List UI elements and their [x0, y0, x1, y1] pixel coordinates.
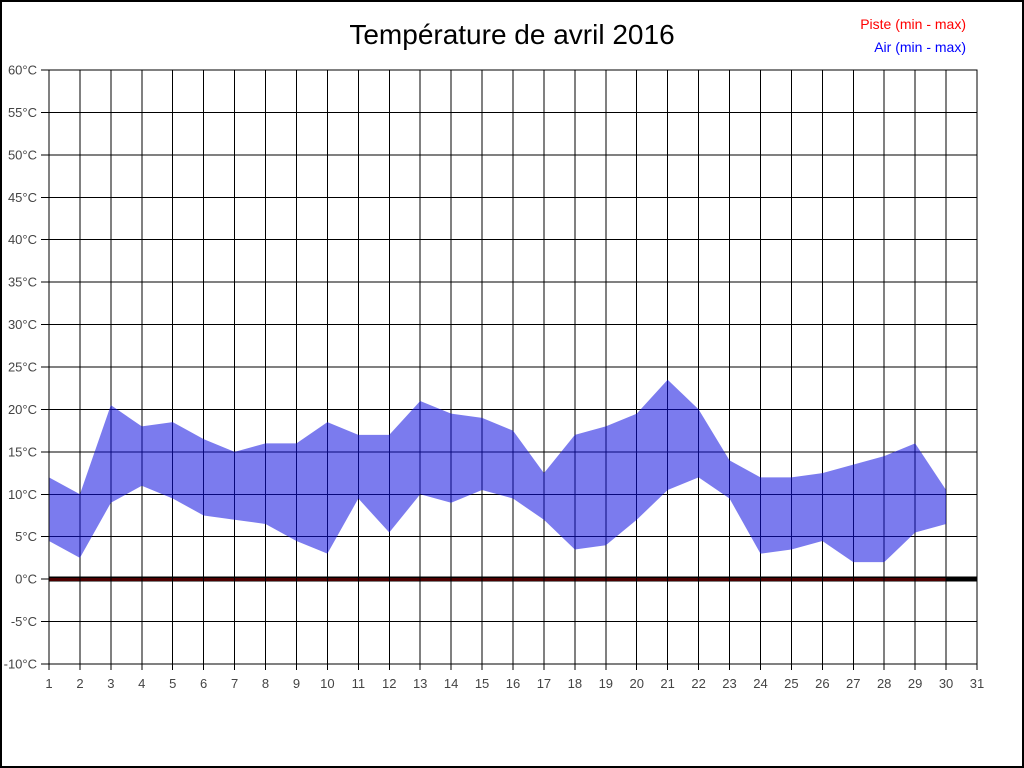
- x-tick-label: 6: [200, 676, 207, 691]
- x-tick-label: 25: [784, 676, 798, 691]
- x-tick-label: 7: [231, 676, 238, 691]
- x-tick-label: 28: [877, 676, 891, 691]
- y-tick-label: 55°C: [8, 105, 37, 120]
- y-tick-label: 35°C: [8, 275, 37, 290]
- x-tick-label: 23: [722, 676, 736, 691]
- x-tick-label: 10: [320, 676, 334, 691]
- y-tick-label: 50°C: [8, 147, 37, 162]
- legend-item-air: Air (min - max): [874, 39, 966, 55]
- y-tick-label: 15°C: [8, 444, 37, 459]
- x-tick-label: 18: [568, 676, 582, 691]
- y-tick-label: 25°C: [8, 360, 37, 375]
- x-tick-label: 9: [293, 676, 300, 691]
- x-tick-label: 3: [107, 676, 114, 691]
- x-tick-label: 26: [815, 676, 829, 691]
- x-tick-label: 15: [475, 676, 489, 691]
- x-tick-label: 29: [908, 676, 922, 691]
- x-tick-label: 22: [691, 676, 705, 691]
- legend-item-piste: Piste (min - max): [860, 16, 966, 32]
- y-tick-label: 45°C: [8, 190, 37, 205]
- y-tick-label: 0°C: [15, 572, 37, 587]
- y-tick-label: 60°C: [8, 63, 37, 78]
- x-tick-label: 1: [45, 676, 52, 691]
- y-tick-label: -5°C: [11, 614, 37, 629]
- y-tick-label: 30°C: [8, 317, 37, 332]
- x-tick-label: 20: [629, 676, 643, 691]
- x-tick-label: 30: [939, 676, 953, 691]
- x-tick-label: 4: [138, 676, 145, 691]
- y-tick-label: -10°C: [4, 657, 37, 672]
- x-tick-label: 2: [76, 676, 83, 691]
- x-tick-label: 16: [506, 676, 520, 691]
- x-tick-label: 21: [660, 676, 674, 691]
- x-tick-label: 17: [537, 676, 551, 691]
- x-tick-label: 5: [169, 676, 176, 691]
- x-tick-label: 19: [599, 676, 613, 691]
- x-tick-label: 14: [444, 676, 458, 691]
- chart-legend: Piste (min - max) Air (min - max): [860, 13, 966, 59]
- x-tick-label: 27: [846, 676, 860, 691]
- y-tick-label: 40°C: [8, 232, 37, 247]
- x-tick-label: 8: [262, 676, 269, 691]
- x-tick-label: 12: [382, 676, 396, 691]
- x-tick-label: 13: [413, 676, 427, 691]
- y-tick-label: 5°C: [15, 529, 37, 544]
- x-tick-label: 24: [753, 676, 767, 691]
- air-min-max-band: [49, 379, 947, 563]
- chart-title: Température de avril 2016: [349, 19, 675, 50]
- x-tick-label: 11: [352, 676, 366, 691]
- y-tick-label: 20°C: [8, 402, 37, 417]
- y-tick-label: 10°C: [8, 487, 37, 502]
- x-tick-label: 31: [970, 676, 984, 691]
